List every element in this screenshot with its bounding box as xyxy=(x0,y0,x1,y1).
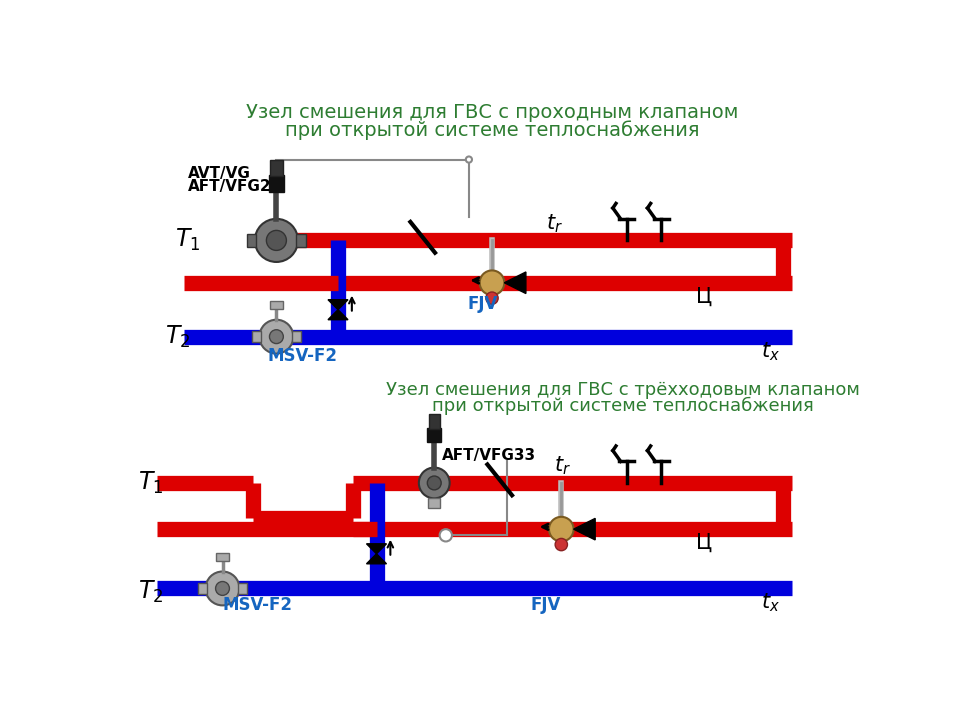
Circle shape xyxy=(555,539,567,551)
Bar xyxy=(247,234,256,246)
Bar xyxy=(427,428,442,442)
Text: $T_2$: $T_2$ xyxy=(138,579,163,606)
Circle shape xyxy=(266,230,286,251)
Bar xyxy=(271,160,282,176)
Text: $t_x$: $t_x$ xyxy=(761,341,780,364)
Bar xyxy=(216,553,228,561)
Polygon shape xyxy=(367,554,387,564)
Bar xyxy=(429,414,440,429)
Text: при открытой системе теплоснабжения: при открытой системе теплоснабжения xyxy=(285,120,699,140)
Circle shape xyxy=(270,330,283,343)
Text: AVT/VG: AVT/VG xyxy=(188,166,251,181)
Text: AFT/VFG2: AFT/VFG2 xyxy=(188,179,272,194)
Polygon shape xyxy=(328,310,348,320)
Text: $T_1$: $T_1$ xyxy=(175,228,200,253)
Text: MSV-F2: MSV-F2 xyxy=(267,347,337,365)
Text: Узел смешения для ГВС с проходным клапаном: Узел смешения для ГВС с проходным клапан… xyxy=(246,104,738,122)
Text: при открытой системе теплоснабжения: при открытой системе теплоснабжения xyxy=(432,397,814,415)
Circle shape xyxy=(486,292,498,305)
Polygon shape xyxy=(367,544,387,554)
Circle shape xyxy=(480,271,504,295)
Text: $t_x$: $t_x$ xyxy=(761,591,780,613)
Bar xyxy=(252,331,261,342)
Polygon shape xyxy=(504,272,526,294)
Circle shape xyxy=(440,529,452,541)
Text: $t_r$: $t_r$ xyxy=(554,455,570,477)
Text: Ц: Ц xyxy=(696,533,712,553)
Text: FJV: FJV xyxy=(531,596,561,614)
Bar xyxy=(271,301,282,309)
Bar xyxy=(428,498,441,508)
Text: AFT/VFG33: AFT/VFG33 xyxy=(442,449,536,464)
Text: $T_1$: $T_1$ xyxy=(138,470,163,496)
Circle shape xyxy=(259,320,294,354)
Circle shape xyxy=(549,517,574,541)
Circle shape xyxy=(466,156,472,163)
Bar xyxy=(269,175,284,192)
Text: MSV-F2: MSV-F2 xyxy=(223,596,293,614)
Circle shape xyxy=(419,467,449,498)
Text: $t_r$: $t_r$ xyxy=(546,212,563,235)
Polygon shape xyxy=(328,300,348,310)
Text: FJV: FJV xyxy=(468,295,497,313)
Bar xyxy=(238,583,247,594)
Polygon shape xyxy=(574,518,595,540)
Text: $T_2$: $T_2$ xyxy=(165,323,190,350)
Text: Узел смешения для ГВС с трёхходовым клапаном: Узел смешения для ГВС с трёхходовым клап… xyxy=(386,382,860,400)
Bar xyxy=(292,331,301,342)
Bar xyxy=(297,234,305,246)
Circle shape xyxy=(254,219,298,262)
Circle shape xyxy=(205,572,239,606)
Text: Ц: Ц xyxy=(696,287,712,307)
Bar xyxy=(198,583,207,594)
Circle shape xyxy=(427,476,442,490)
Circle shape xyxy=(216,582,229,595)
